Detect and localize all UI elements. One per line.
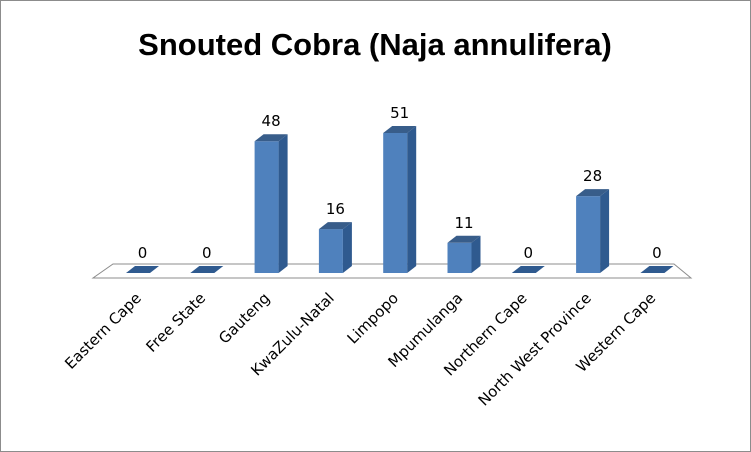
bar-side-kwazulu-natal (342, 222, 352, 273)
data-label-limpopo: 51 (390, 104, 409, 122)
data-label-gauteng: 48 (262, 112, 281, 130)
bar-front-limpopo (383, 133, 408, 273)
bar-front-kwazulu-natal (318, 229, 343, 273)
bar-free-state (190, 266, 224, 273)
bar-front-gauteng (254, 141, 279, 273)
data-label-group: 0 0 48 16 51 11 0 28 0 (138, 104, 662, 262)
data-label-northern-cape: 0 (524, 244, 534, 262)
bar-kwazulu-natal (318, 222, 352, 273)
bar-northern-cape (511, 266, 545, 273)
bar-north-west-province (576, 189, 610, 273)
bar-top-limpopo (383, 126, 417, 133)
bar-limpopo (383, 126, 417, 273)
chart-title: Snouted Cobra (Naja annulifera) (138, 27, 612, 62)
bar-side-north-west-province (600, 189, 610, 273)
x-tick-label-eastern-cape: Eastern Cape (61, 289, 145, 373)
bar-eastern-cape (126, 266, 159, 273)
x-tick-label-gauteng: Gauteng (215, 289, 273, 347)
bar-side-mpumulanga (471, 235, 481, 273)
data-label-free-state: 0 (202, 244, 212, 262)
bar-top-free-state (190, 266, 224, 273)
bar-top-northern-cape (511, 266, 545, 273)
bar-front-mpumulanga (447, 242, 472, 273)
bar-western-cape (640, 266, 674, 273)
bar-top-gauteng (254, 134, 288, 142)
bar-gauteng (254, 134, 288, 273)
x-tick-label-limpopo: Limpopo (344, 289, 402, 347)
x-tick-label-free-state: Free State (142, 289, 209, 356)
bar-mpumulanga (447, 235, 481, 273)
data-label-western-cape: 0 (652, 244, 662, 262)
bar-top-kwazulu-natal (318, 222, 352, 230)
data-label-north-west-province: 28 (583, 167, 602, 185)
data-label-kwazulu-natal: 16 (326, 200, 345, 218)
bar-front-north-west-province (576, 196, 601, 273)
bar-top-western-cape (640, 266, 674, 273)
bar-side-gauteng (278, 134, 288, 273)
bar-top-mpumulanga (447, 235, 481, 243)
bar-top-eastern-cape (126, 266, 159, 273)
bar-side-limpopo (407, 126, 417, 273)
x-tick-label-north-west-province: North West Province (475, 289, 595, 409)
data-label-mpumulanga: 11 (454, 214, 473, 232)
bar-top-north-west-province (576, 189, 610, 197)
data-label-eastern-cape: 0 (138, 244, 148, 262)
bar-group (126, 126, 674, 273)
